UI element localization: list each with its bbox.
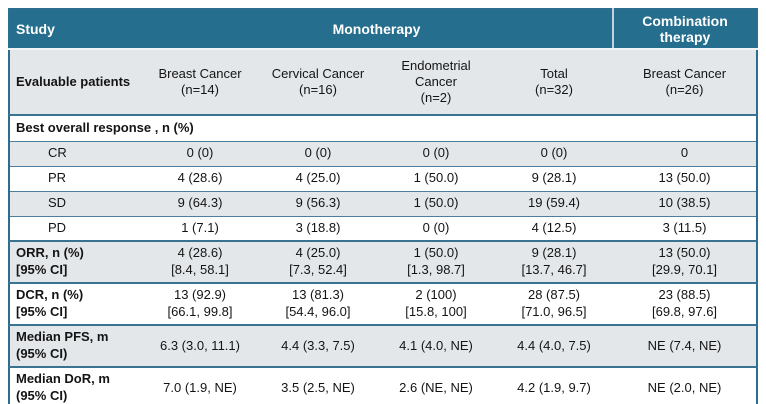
clinical-results-table: Study Monotherapy Combination therapy Ev… [8,8,759,404]
row-label: Median DoR, m (95% CI) [16,371,110,403]
study-header: Study [9,9,141,50]
cell-value: 3 (11.5) [662,219,707,235]
cell-value: 19 (59.4) [527,195,581,211]
table-row: PR 4 (28.6) 4 (25.0) 1 (50.0) 9 (28.1) 13 (50… [9,166,758,191]
row-label: PR [48,170,67,186]
cell-value: 4 (28.6) [8.4, 58.1] [171,245,229,277]
column-header-endometrial-cancer: Endometrial Cancer (n=2) [377,49,495,115]
cell-value: 4 (28.6) [177,170,223,186]
cell-value: 4.4 (4.0, 7.5) [517,337,591,353]
cell-value: 0 (0) [422,145,450,161]
table-row: SD 9 (64.3) 9 (56.3) 1 (50.0) 19 (59.4) 10 (3… [9,191,758,216]
row-label: SD [48,195,67,211]
cell-value: 4.4 (3.3, 7.5) [281,337,355,353]
cell-value: 13 (50.0) [658,170,711,186]
table-row: Median DoR, m (95% CI) 7.0 (1.9, NE) 3.5 (2… [9,367,758,404]
cell-value: 9 (28.1) [531,170,577,186]
cell-value: 6.3 (3.0, 11.1) [160,337,240,353]
cell-value: 0 [680,145,689,161]
cell-value: 10 (38.5) [658,195,711,211]
table-body: Best overall response , n (%) CR 0 (0) 0 (0… [9,115,758,404]
cell-value: 9 (56.3) [295,195,341,211]
column-header-total: Total (n=32) [495,49,614,115]
header-row-therapy: Study Monotherapy Combination therapy [9,9,758,50]
cell-value: NE (7.4, NE) [647,337,722,353]
cell-value: 13 (92.9) [66.1, 99.8] [167,287,233,319]
cell-value: 4 (25.0) [295,170,341,186]
combination-therapy-header: Combination therapy [612,9,758,50]
cell-value: 1 (7.1) [181,219,219,235]
cell-value: 9 (28.1) [13.7, 46.7] [521,245,587,277]
cell-value: 13 (50.0) [29.9, 70.1] [651,245,718,277]
cell-value: 0 (0) [540,145,568,161]
cell-value: 0 (0) [422,219,450,235]
table-row: ORR, n (%) [95% CI] 4 (28.6) [8.4, 58.1] 4 (… [9,241,758,283]
row-label: DCR, n (%) [95% CI] [16,287,84,319]
row-label: Median PFS, m (95% CI) [16,329,109,361]
column-header-breast-cancer-mono: Breast Cancer (n=14) [141,49,259,115]
cell-value: 23 (88.5) [69.8, 97.6] [651,287,718,319]
cell-value: 3 (18.8) [295,219,341,235]
cell-value: NE (2.0, NE) [647,379,722,395]
monotherapy-header: Monotherapy [141,9,614,50]
table-row: DCR, n (%) [95% CI] 13 (92.9) [66.1, 99.8] 1… [9,283,758,325]
cell-value: 13 (81.3) [54.4, 96.0] [285,287,351,319]
cell-value: 2.6 (NE, NE) [399,379,473,395]
table-row: Median PFS, m (95% CI) 6.3 (3.0, 11.1) 4.4 … [9,325,758,367]
cell-value: 1 (50.0) [1.3, 98.7] [407,245,465,277]
cell-value: 4 (25.0) [7.3, 52.4] [289,245,347,277]
evaluable-patients-header: Evaluable patients [9,49,141,115]
row-label: ORR, n (%) [95% CI] [16,245,84,277]
cell-value: 0 (0) [186,145,214,161]
cell-value: 9 (64.3) [177,195,223,211]
cell-value: 4.2 (1.9, 9.7) [517,379,591,395]
header-row-cohorts: Evaluable patients Breast Cancer (n=14) … [9,49,758,115]
table-row: CR 0 (0) 0 (0) 0 (0) 0 (0) 0 [9,141,758,166]
cell-value: 1 (50.0) [413,195,459,211]
cell-value: 0 (0) [304,145,332,161]
cell-value: 7.0 (1.9, NE) [163,379,237,395]
cell-value: 3.5 (2.5, NE) [281,379,355,395]
column-header-breast-cancer-combo: Breast Cancer (n=26) [613,49,758,115]
cell-value: 4 (12.5) [531,219,577,235]
cell-value: 1 (50.0) [413,170,459,186]
table-row: PD 1 (7.1) 3 (18.8) 0 (0) 4 (12.5) 3 (11.5) [9,216,758,241]
cell-value: 28 (87.5) [71.0, 96.5] [521,287,587,319]
row-label: PD [48,219,67,235]
section-row: Best overall response , n (%) [9,115,758,141]
row-label: CR [48,145,67,161]
section-label: Best overall response , n (%) [16,119,194,135]
cell-value: 2 (100) [15.8, 100] [405,287,467,319]
cell-value: 4.1 (4.0, NE) [399,337,473,353]
column-header-cervical-cancer: Cervical Cancer (n=16) [259,49,377,115]
